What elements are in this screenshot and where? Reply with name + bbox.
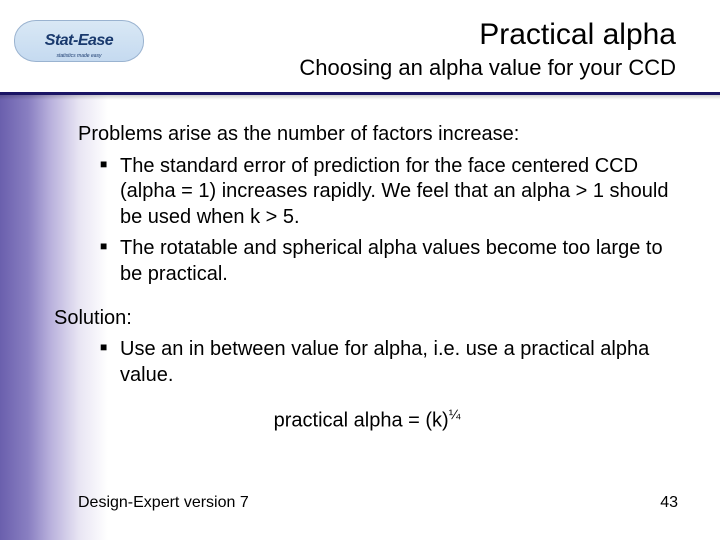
slide-header: Stat-Ease statistics made easy Practical… — [0, 0, 720, 92]
slide-title: Practical alpha — [479, 18, 676, 52]
list-item: Use an in between value for alpha, i.e. … — [78, 337, 680, 388]
logo-tagline: statistics made easy — [56, 53, 101, 59]
list-item: The standard error of prediction for the… — [78, 154, 680, 231]
footer-version: Design-Expert version 7 — [78, 494, 249, 512]
solution-list: Use an in between value for alpha, i.e. … — [78, 337, 680, 388]
slide-subtitle: Choosing an alpha value for your CCD — [299, 55, 676, 81]
list-item: The rotatable and spherical alpha values… — [78, 236, 680, 287]
slide-body: Problems arise as the number of factors … — [78, 122, 680, 435]
solution-block: Solution: Use an in between value for al… — [54, 306, 680, 435]
logo-text: Stat-Ease — [45, 32, 113, 50]
solution-lead: Solution: — [54, 306, 680, 332]
problems-lead: Problems arise as the number of factors … — [78, 122, 680, 148]
formula: practical alpha = (k)¼ — [54, 406, 680, 434]
formula-exponent: ¼ — [449, 406, 461, 422]
page-number: 43 — [660, 494, 678, 512]
slide: Stat-Ease statistics made easy Practical… — [0, 0, 720, 540]
problems-list: The standard error of prediction for the… — [78, 154, 680, 288]
header-rule-shadow — [0, 95, 720, 100]
statease-logo: Stat-Ease statistics made easy — [14, 20, 144, 62]
formula-text: practical alpha = (k) — [274, 410, 449, 432]
